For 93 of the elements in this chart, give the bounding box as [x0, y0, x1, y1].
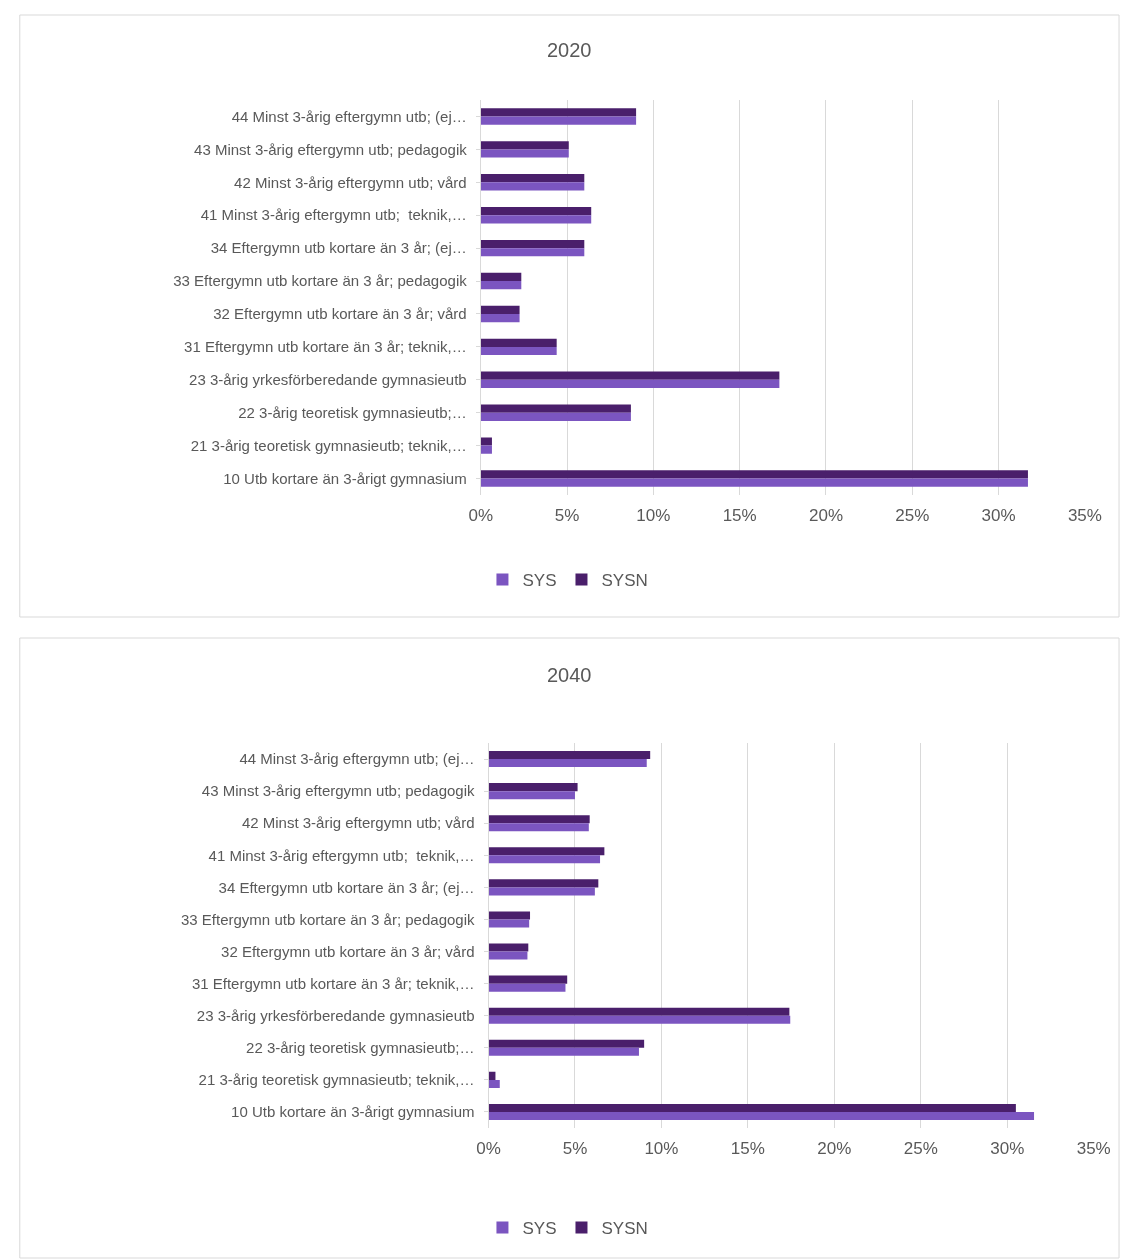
bar — [480, 445, 492, 454]
chart-title: 2040 — [547, 664, 592, 686]
bar — [488, 951, 528, 960]
x-tick-label: 10% — [644, 1139, 679, 1158]
y-tick-label: 42 Minst 3-årig eftergymn utb; vård — [241, 814, 475, 832]
bar — [488, 911, 531, 920]
bar — [480, 313, 520, 323]
bar — [480, 281, 522, 290]
bar — [488, 919, 530, 928]
legend-label: SYS — [522, 571, 557, 591]
bar — [488, 879, 599, 888]
y-tick-label: 32 Eftergymn utb kortare än 3 år; vård — [221, 942, 475, 960]
y-tick-label: 33 Eftergymn utb kortare än 3 år; pedagogik — [181, 910, 476, 928]
x-tick-label: 5% — [554, 506, 580, 525]
bar — [488, 1103, 1016, 1112]
bar — [480, 478, 1028, 487]
bar — [480, 412, 631, 421]
y-tick-label: 32 Eftergymn utb kortare än 3 år; vård — [213, 305, 467, 323]
bar — [480, 338, 557, 347]
y-tick-label: 41 Minst 3-årig eftergymn utb; teknik,… — [208, 846, 475, 864]
bar — [488, 1047, 639, 1056]
bar — [488, 1111, 1035, 1120]
bar — [480, 305, 520, 314]
bar — [480, 248, 585, 257]
bar — [488, 759, 647, 768]
bar — [480, 272, 522, 282]
bar — [488, 855, 601, 864]
bar — [480, 182, 585, 191]
y-tick-label: 34 Eftergymn utb kortare än 3 år; (ej… — [218, 878, 475, 896]
y-tick-label: 41 Minst 3-årig eftergymn utb; teknik,… — [200, 206, 467, 224]
y-tick-label: 21 3-årig teoretisk gymnasieutb; teknik,… — [190, 436, 467, 454]
x-tick-label: 20% — [808, 506, 843, 525]
x-tick-label: 25% — [903, 1139, 938, 1158]
bar — [480, 108, 637, 117]
y-tick-label: 22 3-årig teoretisk gymnasieutb;… — [238, 403, 467, 421]
bar — [480, 404, 631, 413]
bar — [480, 116, 637, 125]
bar — [480, 174, 585, 183]
bar — [480, 206, 592, 216]
y-tick-label: 43 Minst 3-årig eftergymn utb; pedagogik — [201, 782, 476, 800]
y-tick-label: 42 Minst 3-årig eftergymn utb; vård — [234, 173, 467, 191]
bar — [488, 1039, 645, 1048]
y-tick-label: 23 3-årig yrkesförberedande gymnasieutb — [196, 1006, 475, 1024]
bar — [480, 149, 569, 158]
bar — [488, 751, 651, 760]
bar — [480, 371, 780, 380]
bar — [488, 1015, 791, 1024]
y-tick-label: 10 Utb kortare än 3-årigt gymnasium — [223, 469, 467, 487]
x-tick-label: 30% — [990, 1139, 1025, 1158]
x-tick-label: 35% — [1076, 1139, 1111, 1158]
bar — [480, 437, 492, 446]
bar — [488, 983, 566, 992]
bar — [488, 1007, 790, 1016]
bar — [480, 239, 585, 249]
y-tick-label: 33 Eftergymn utb kortare än 3 år; pedagogik — [173, 272, 468, 290]
bar — [488, 823, 589, 832]
x-tick-label: 35% — [1067, 506, 1102, 525]
x-tick-label: 15% — [722, 506, 757, 525]
y-tick-label: 31 Eftergymn utb kortare än 3 år; teknik,… — [191, 974, 475, 992]
y-tick-label: 43 Minst 3-årig eftergymn utb; pedagogik — [194, 140, 468, 158]
y-tick-label: 44 Minst 3-årig eftergymn utb; (ej… — [231, 107, 467, 125]
bar — [488, 783, 578, 792]
legend-label: SYSN — [601, 571, 648, 591]
bar — [488, 791, 575, 800]
legend-label: SYSN — [601, 1219, 648, 1239]
bar — [488, 1079, 500, 1088]
y-tick-label: 23 3-årig yrkesförberedande gymnasieutb — [189, 371, 467, 389]
y-tick-label: 10 Utb kortare än 3-årigt gymnasium — [231, 1103, 475, 1121]
y-tick-label: 31 Eftergymn utb kortare än 3 år; teknik,… — [184, 338, 467, 356]
bar — [488, 887, 595, 896]
bar — [488, 847, 605, 856]
bar — [480, 379, 780, 389]
y-tick-label: 34 Eftergymn utb kortare än 3 år; (ej… — [210, 239, 467, 257]
y-tick-label: 21 3-årig teoretisk gymnasieutb; teknik,… — [198, 1071, 475, 1089]
legend-label: SYS — [522, 1219, 557, 1239]
bar — [480, 346, 557, 356]
x-tick-label: 25% — [895, 506, 930, 525]
y-tick-label: 22 3-årig teoretisk gymnasieutb;… — [246, 1039, 475, 1057]
bar — [480, 470, 1028, 479]
bar — [488, 975, 568, 984]
bar — [480, 215, 592, 224]
bar — [480, 141, 569, 150]
x-tick-label: 30% — [981, 506, 1016, 525]
x-tick-label: 0% — [468, 506, 494, 525]
bar — [488, 815, 590, 824]
y-tick-label: 44 Minst 3-årig eftergymn utb; (ej… — [239, 750, 475, 768]
x-tick-label: 10% — [636, 506, 671, 525]
x-tick-label: 20% — [817, 1139, 852, 1158]
x-tick-label: 5% — [562, 1139, 588, 1158]
x-tick-label: 0% — [476, 1139, 501, 1158]
chart-title: 2020 — [547, 39, 592, 61]
x-tick-label: 15% — [730, 1139, 765, 1158]
bar — [488, 943, 529, 952]
